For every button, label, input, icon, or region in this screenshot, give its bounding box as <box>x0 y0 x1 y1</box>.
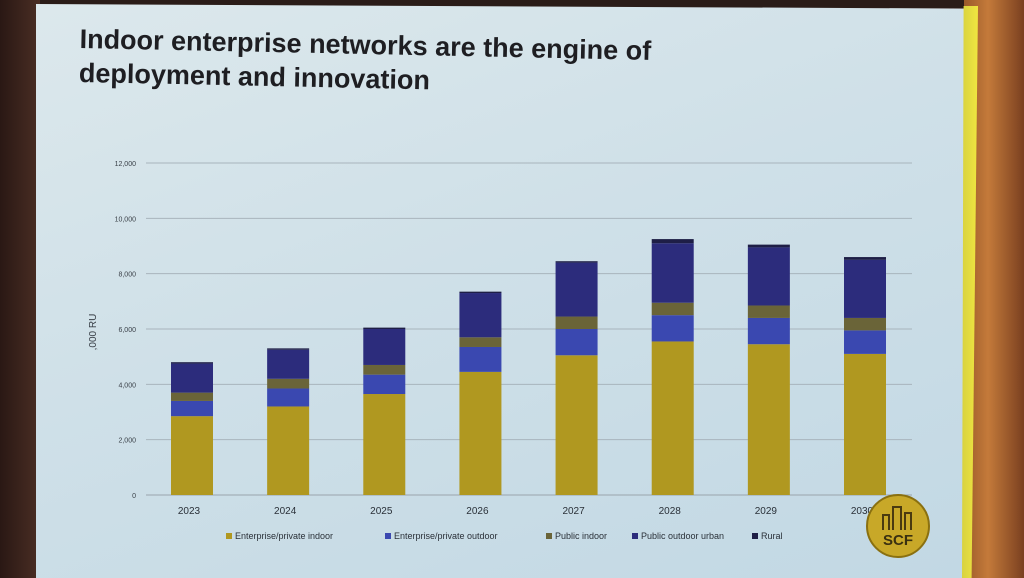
bar-2025-public-outdoor-urban <box>363 329 406 365</box>
bar-2026-rural <box>459 291 502 294</box>
bar-2028-public-indoor <box>651 302 694 316</box>
legend-swatch <box>632 533 638 539</box>
bar-2028-enterprise-private-indoor <box>651 341 694 495</box>
y-tick-label: 10,000 <box>115 216 137 223</box>
x-tick-label: 2030 <box>851 506 874 517</box>
y-tick-label: 6,000 <box>118 327 136 334</box>
bar-2028-public-outdoor-urban <box>651 243 694 303</box>
logo-text: SCF <box>883 532 913 549</box>
bar-2030-public-outdoor-urban <box>844 259 886 318</box>
bar-2030-enterprise-private-indoor <box>844 353 886 495</box>
bar-2023-public-outdoor-urban <box>171 363 213 393</box>
y-tick-label: 12,000 <box>115 161 137 168</box>
bar-2023-enterprise-private-indoor <box>171 416 213 495</box>
x-tick-label: 2023 <box>178 506 201 517</box>
backdrop-top <box>0 0 1024 8</box>
x-tick-label: 2024 <box>274 506 297 517</box>
bar-2029-public-outdoor-urban <box>747 247 790 306</box>
bar-2028-rural <box>651 239 694 244</box>
bar-2029-rural <box>747 244 790 248</box>
bar-2025-rural <box>363 327 406 329</box>
legend-swatch <box>226 533 232 539</box>
bar-2030-enterprise-private-outdoor <box>844 330 886 354</box>
bar-2023-enterprise-private-outdoor <box>171 400 213 417</box>
legend-swatch <box>752 533 758 539</box>
y-tick-label: 2,000 <box>118 438 136 445</box>
x-tick-label: 2029 <box>755 506 778 517</box>
y-tick-label: 4,000 <box>118 382 136 389</box>
bar-2024-public-outdoor-urban <box>267 349 310 379</box>
bar-2030-rural <box>844 257 886 260</box>
bar-2030-public-indoor <box>844 317 886 331</box>
bar-2027-public-indoor <box>555 316 598 329</box>
legend-label: Enterprise/private indoor <box>235 531 333 541</box>
legend-label: Public indoor <box>555 531 607 541</box>
x-tick-label: 2027 <box>562 506 585 517</box>
bar-2029-public-indoor <box>747 305 790 318</box>
bar-2026-public-indoor <box>459 337 502 347</box>
y-tick-label: 8,000 <box>118 272 136 279</box>
legend-label: Public outdoor urban <box>641 531 724 541</box>
bar-2024-rural <box>267 348 310 350</box>
bar-2024-enterprise-private-indoor <box>267 406 310 495</box>
bar-2025-enterprise-private-indoor <box>363 394 406 495</box>
bar-2026-enterprise-private-outdoor <box>459 346 502 372</box>
bar-2025-enterprise-private-outdoor <box>363 374 406 395</box>
bar-2026-enterprise-private-indoor <box>459 371 502 495</box>
x-tick-label: 2028 <box>659 506 682 517</box>
bar-2027-enterprise-private-indoor <box>555 355 598 495</box>
bar-2027-public-outdoor-urban <box>555 262 598 317</box>
backdrop-left <box>0 0 40 578</box>
x-tick-label: 2026 <box>466 506 489 517</box>
legend-label: Rural <box>761 531 783 541</box>
bar-2028-enterprise-private-outdoor <box>651 315 694 342</box>
legend-label: Enterprise/private outdoor <box>394 531 498 541</box>
bar-2024-enterprise-private-outdoor <box>267 388 310 407</box>
bar-2023-rural <box>171 362 213 364</box>
y-axis-label: ,000 RU <box>88 314 99 351</box>
bar-2029-enterprise-private-indoor <box>747 344 790 495</box>
bar-2027-rural <box>555 261 598 263</box>
scf-logo: SCF <box>866 494 930 558</box>
bar-2024-public-indoor <box>267 378 310 389</box>
legend-swatch <box>385 533 391 539</box>
y-tick-label: 0 <box>132 493 136 500</box>
bar-2023-public-indoor <box>171 392 213 401</box>
x-tick-label: 2025 <box>370 506 393 517</box>
bar-2026-public-outdoor-urban <box>459 293 502 338</box>
bar-2025-public-indoor <box>363 364 406 375</box>
bar-2027-enterprise-private-outdoor <box>555 329 598 356</box>
bar-2029-enterprise-private-outdoor <box>747 317 790 345</box>
legend-swatch <box>546 533 552 539</box>
